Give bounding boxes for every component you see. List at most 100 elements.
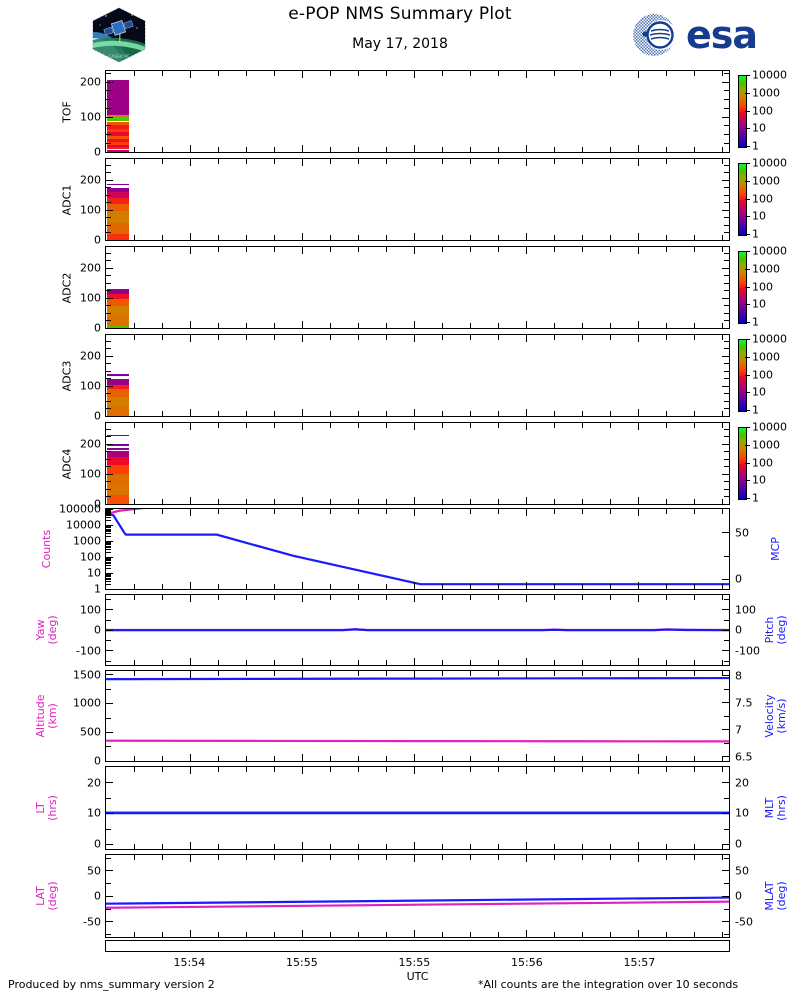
xtick-minor [274, 844, 276, 849]
xtick-minor-top [722, 595, 724, 600]
xtick-minor-top [694, 767, 696, 772]
lt-mlt-panel-ylabel-right: MLT (hrs) [763, 795, 788, 821]
xtick-mark [638, 658, 640, 665]
spectrogram-band [107, 289, 129, 295]
ytick-label-right: -50 [735, 915, 753, 928]
xtick-minor [330, 584, 332, 589]
xtick-minor-top [554, 335, 556, 340]
xtick-minor [162, 235, 163, 240]
xtick-minor-top [330, 671, 332, 676]
ytick-minor-right [724, 107, 729, 109]
xtick-minor-top [358, 247, 360, 252]
ytick-mark [106, 556, 113, 558]
series-line-mcp [108, 509, 729, 514]
ytick-minor-right [724, 224, 729, 226]
ytick-minor-right [724, 908, 729, 910]
xtick-minor-top [582, 423, 584, 428]
ytick-label-right: 6.5 [735, 750, 753, 763]
ytick-mark-right [722, 729, 729, 731]
ytick-minor [106, 573, 111, 575]
xtick-mark-top [302, 509, 304, 516]
xtick-minor [218, 147, 220, 152]
xaxis-tick-label: 15:54 [173, 956, 206, 969]
xtick-minor [246, 147, 248, 152]
xtick-minor [498, 756, 500, 761]
xtick-minor-top [722, 767, 724, 772]
xtick-minor [442, 147, 444, 152]
lat-mlat-panel-ylabel-right: MLAT (deg) [763, 881, 788, 911]
ytick-mark-right [722, 895, 729, 897]
xtick-minor [582, 932, 584, 937]
spectrogram-band [107, 379, 129, 385]
xtick-minor [666, 147, 668, 152]
yaw-pitch-panel-ylabel-left: Yaw (deg) [34, 615, 59, 645]
xtick-minor [162, 323, 163, 328]
ytick-minor-right [724, 312, 729, 314]
colorbar-tick [745, 356, 750, 358]
xtick-minor-top [358, 671, 360, 676]
xtick-minor-top [246, 423, 248, 428]
xtick-minor-top [498, 509, 500, 514]
ytick-minor [106, 488, 111, 490]
xtick-mark-top [302, 159, 304, 166]
xtick-minor [246, 499, 248, 504]
xtick-minor [330, 660, 332, 665]
xtick-mark [638, 842, 640, 849]
ytick-mark [106, 209, 113, 211]
ytick-mark [106, 81, 113, 83]
title-block: e-POP NMS Summary Plot May 17, 2018 [190, 4, 610, 52]
ytick-minor-right [724, 393, 729, 395]
cassiope-epop-mission-patch-icon: CASSIOPE [88, 6, 150, 64]
colorbar-tick [745, 251, 750, 252]
xtick-minor [274, 932, 276, 937]
ytick-minor-right [724, 187, 729, 189]
colorbar-label: 10 [752, 473, 766, 487]
colorbar-tick [745, 268, 750, 270]
xtick-minor [470, 411, 472, 416]
xtick-minor [162, 932, 163, 937]
xtick-minor [442, 411, 444, 416]
xtick-minor-top [470, 423, 472, 428]
ytick-minor [106, 408, 111, 410]
xtick-minor [554, 660, 556, 665]
xtick-minor-top [442, 509, 444, 514]
tof-panel-plot-area [106, 71, 729, 152]
xtick-minor-top [694, 423, 696, 428]
xtick-minor [470, 235, 472, 240]
ytick-minor [106, 481, 111, 483]
altitude-velocity-panel-plot-area [106, 671, 729, 761]
xtick-minor [498, 411, 500, 416]
spectrogram-band [107, 211, 129, 224]
ytick-label-right: 50 [735, 526, 749, 540]
colorbar-tick [745, 75, 750, 76]
adc3-panel-colorbar [738, 339, 747, 412]
ytick-minor-right [724, 232, 729, 234]
xtick-minor [582, 499, 584, 504]
ytick-mark [106, 609, 113, 611]
xtick-mark [190, 145, 192, 152]
ytick-label-right: 7.5 [735, 696, 753, 709]
xtick-mark [302, 497, 304, 504]
xtick-minor-top [722, 509, 724, 514]
xtick-minor [722, 499, 724, 504]
ytick-minor [106, 541, 111, 543]
colorbar-label: 10 [752, 121, 766, 135]
ytick-minor-right [724, 488, 729, 490]
ytick-minor [106, 525, 111, 527]
ytick-mark-right [722, 355, 729, 357]
altitude-velocity-panel-ylabel-left: Altitude (km) [34, 694, 59, 738]
xtick-minor-top [498, 335, 500, 340]
xtick-minor [722, 147, 724, 152]
xtick-mark [190, 842, 192, 849]
ytick-minor [106, 640, 111, 641]
xtick-minor [358, 235, 360, 240]
tof-panel-colorbar [738, 75, 747, 148]
xtick-mark [638, 754, 640, 761]
ytick-minor [106, 660, 111, 662]
xtick-minor-top [722, 423, 724, 428]
xtick-mark [190, 321, 192, 328]
xtick-mark-top [638, 671, 640, 678]
xtick-minor-top [246, 767, 248, 772]
xtick-minor [610, 235, 612, 240]
ytick-mark [106, 650, 113, 652]
